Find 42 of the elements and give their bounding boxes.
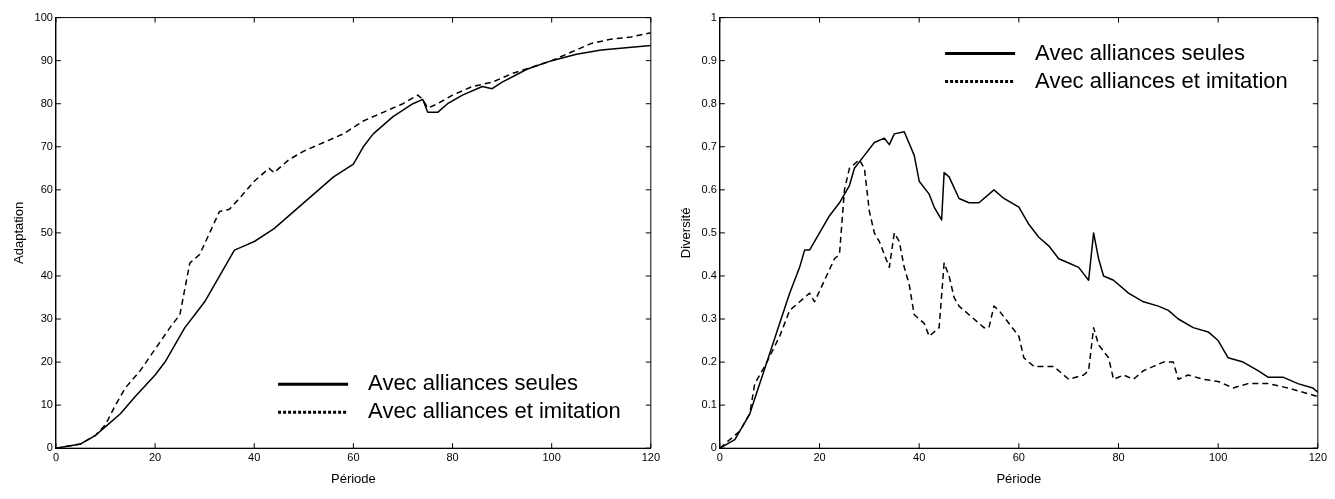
y-tick-label: 30: [40, 312, 53, 325]
y-tick-label: 50: [40, 225, 53, 238]
x-tick-label: 100: [1208, 450, 1228, 463]
x-axis-title: Période: [330, 470, 376, 486]
x-tick-label: 80: [1112, 450, 1125, 463]
y-tick-label: 1: [710, 10, 717, 23]
y-tick-label: 0.8: [701, 96, 717, 109]
x-axis-title: Période: [996, 470, 1042, 486]
y-tick-label: 0.3: [701, 312, 717, 325]
legend-label: Avec alliances et imitation: [368, 398, 621, 424]
x-tick-label: 120: [641, 450, 660, 463]
y-axis-title: Adaptation: [11, 201, 27, 264]
y-tick-label: 0: [46, 441, 53, 454]
x-tick-label: 20: [148, 450, 162, 463]
x-tick-label: 40: [248, 450, 261, 463]
x-tick-label: 60: [1012, 450, 1025, 463]
y-tick-label: 0: [710, 441, 717, 454]
y-tick-label: 0.4: [701, 268, 717, 281]
y-tick-label: 0.9: [701, 53, 717, 66]
y-tick-label: 60: [40, 182, 53, 195]
y-tick-label: 70: [40, 139, 53, 152]
y-tick-label: 0.5: [701, 225, 717, 238]
y-tick-label: 100: [34, 10, 53, 23]
y-tick-label: 40: [40, 268, 53, 281]
x-tick-label: 120: [1308, 450, 1327, 463]
y-tick-label: 0.1: [701, 398, 717, 411]
y-tick-label: 10: [40, 398, 53, 411]
y-tick-label: 90: [40, 53, 53, 66]
y-tick-label: 0.2: [701, 355, 717, 368]
legend-label: Avec alliances et imitation: [1035, 67, 1288, 93]
legend-label: Avec alliances seules: [1035, 39, 1246, 65]
x-tick-label: 80: [446, 450, 459, 463]
y-tick-label: 0.6: [701, 182, 717, 195]
x-tick-label: 40: [913, 450, 926, 463]
x-tick-label: 100: [542, 450, 561, 463]
y-tick-label: 80: [40, 96, 53, 109]
y-axis-title: Diversité: [678, 207, 694, 259]
x-tick-label: 60: [347, 450, 360, 463]
y-tick-label: 0.7: [701, 139, 717, 152]
y-tick-label: 20: [40, 355, 53, 368]
legend-label: Avec alliances seules: [368, 370, 579, 396]
x-tick-label: 20: [813, 450, 826, 463]
